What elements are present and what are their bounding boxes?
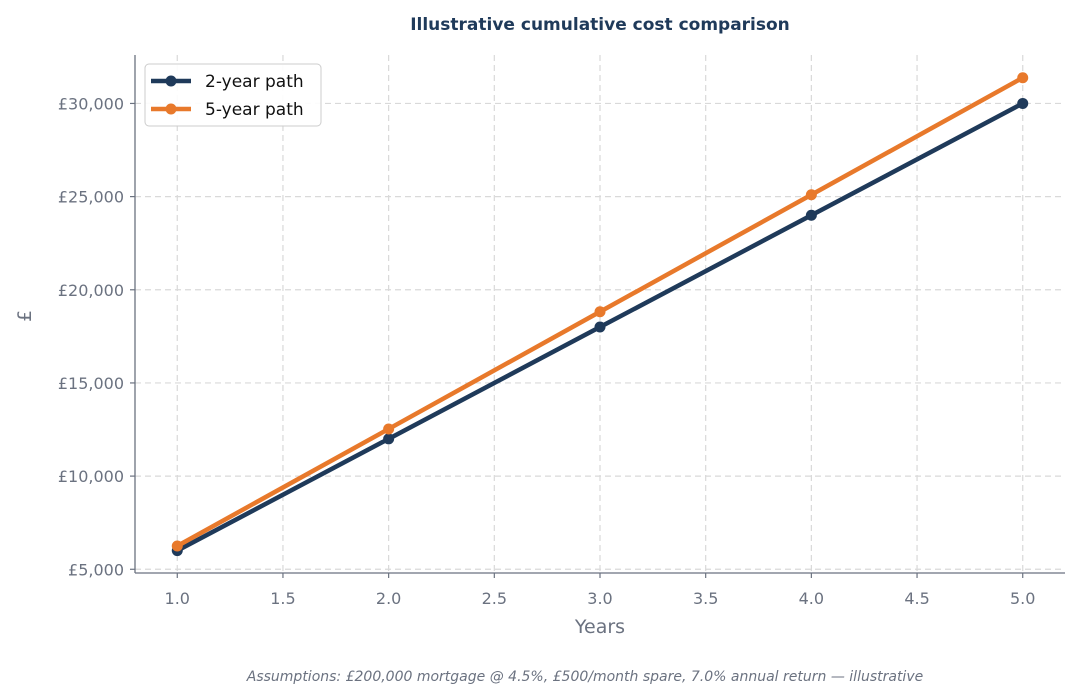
legend: 2-year path 5-year path [144, 63, 322, 127]
x-tick-label: 1.5 [270, 589, 295, 608]
y-axis-label: £ [14, 310, 36, 322]
data-point [1017, 72, 1029, 84]
chart-title: Illustrative cumulative cost comparison [410, 15, 790, 35]
data-point [805, 209, 817, 221]
data-point [1017, 97, 1029, 109]
legend-marker [165, 103, 177, 115]
x-tick-label: 4.0 [799, 589, 824, 608]
data-point [594, 306, 606, 318]
data-point [383, 423, 395, 435]
series-lines [171, 72, 1029, 557]
y-axis-ticks: £5,000 £10,000 £15,000 £20,000 £25,000 £30,00… [58, 94, 135, 579]
x-tick-label: 3.5 [693, 589, 718, 608]
y-tick-label: £20,000 [58, 281, 124, 300]
x-tick-label: 2.0 [376, 589, 401, 608]
x-tick-label: 2.5 [482, 589, 507, 608]
legend-label: 5-year path [205, 100, 304, 120]
y-tick-label: £25,000 [58, 188, 124, 207]
x-axis-label: Years [574, 616, 625, 638]
y-tick-label: £10,000 [58, 467, 124, 486]
x-tick-label: 3.0 [587, 589, 612, 608]
footnote: Assumptions: £200,000 mortgage @ 4.5%, £… [246, 669, 923, 685]
y-tick-label: £5,000 [68, 560, 124, 579]
x-tick-label: 5.0 [1010, 589, 1035, 608]
data-point [805, 189, 817, 201]
x-tick-label: 4.5 [904, 589, 929, 608]
x-tick-label: 1.0 [165, 589, 190, 608]
x-axis-ticks: 1.0 1.5 2.0 2.5 3.0 3.5 4.0 4.5 5.0 [165, 573, 1035, 608]
legend-label: 2-year path [205, 72, 304, 92]
y-tick-label: £30,000 [58, 94, 124, 113]
data-point [594, 321, 606, 333]
data-point [171, 540, 183, 552]
data-point [383, 433, 395, 445]
legend-marker [165, 75, 177, 87]
y-tick-label: £15,000 [58, 374, 124, 393]
grid [135, 55, 1065, 573]
